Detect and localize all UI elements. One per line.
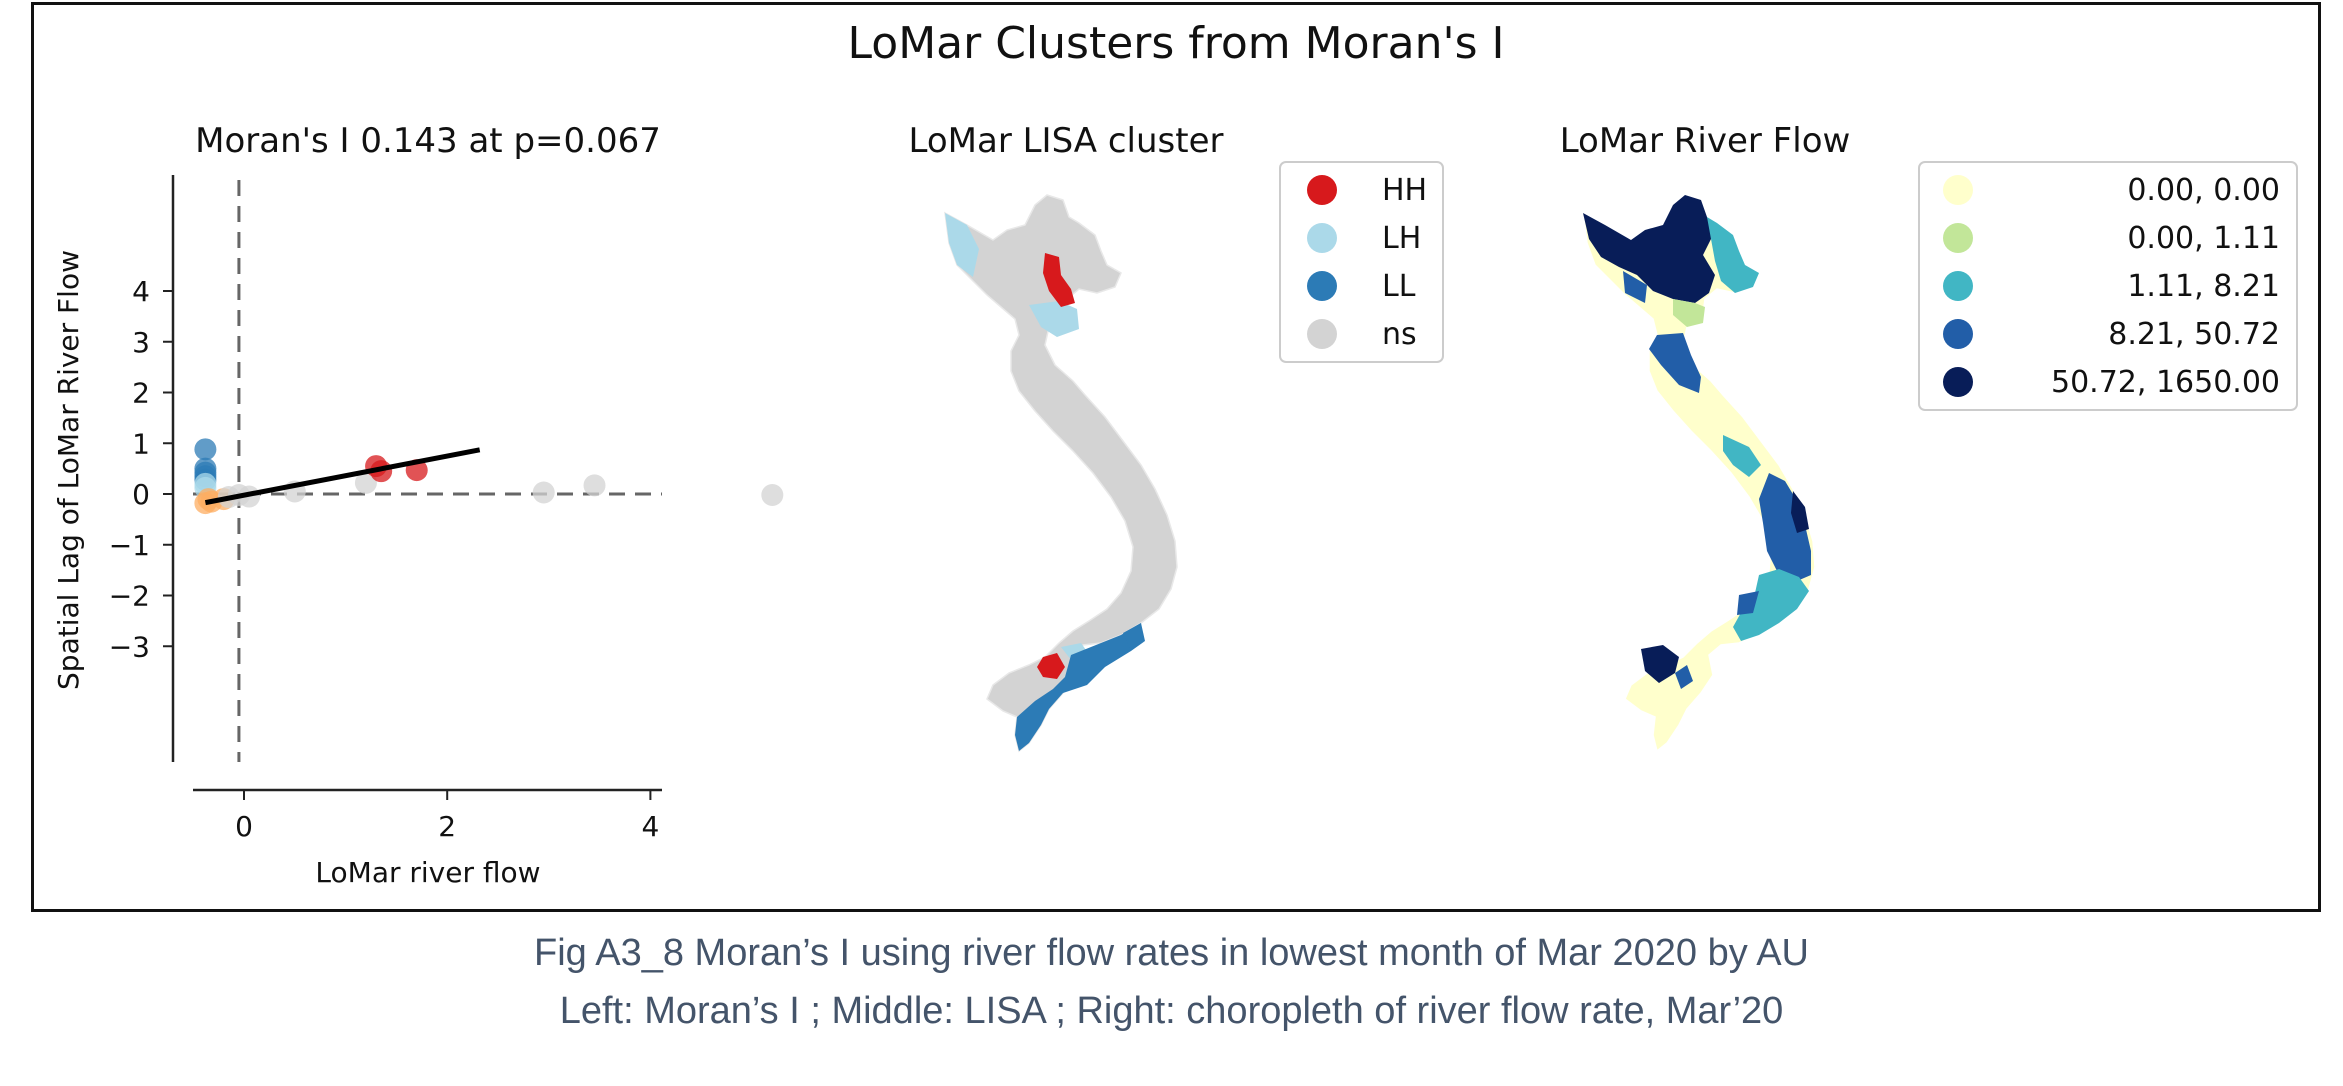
lisa-region-lh-north-west [945, 213, 979, 277]
flow-region-north-cyan [1707, 217, 1759, 293]
figure-frame [31, 2, 2321, 912]
flow-region-north-central [1649, 333, 1701, 393]
flow-region-south-dark [1641, 645, 1679, 683]
lisa-legend-items-label-3: ns [1382, 317, 1417, 352]
y-tick-label-4: 0 [132, 478, 150, 511]
river-flow-map-panel: LoMar River Flow 0.00, 0.00 0.00, 1.11 1.1… [1560, 121, 2298, 752]
y-tick-label-0: 4 [132, 275, 150, 308]
regression-line [204, 447, 481, 506]
lisa-legend-items-swatch-0 [1307, 175, 1337, 205]
lisa-legend-items-swatch-3 [1307, 319, 1337, 349]
y-tick-label-5: −1 [109, 529, 150, 562]
caption-line-2: Left: Moran’s I ; Middle: LISA ; Right: … [559, 990, 1784, 1032]
flow-legend-items-swatch-0 [1943, 175, 1973, 205]
flow-legend-items-label-4: 50.72, 1650.00 [2051, 365, 2280, 400]
lisa-legend-box [1279, 161, 1444, 363]
flow-region-south-blue-mid [1737, 591, 1759, 615]
flow-legend-items-label-0: 0.00, 0.00 [2127, 173, 2280, 208]
flow-title: LoMar River Flow [1560, 121, 1851, 161]
flow-region-south-cyan [1733, 569, 1809, 641]
caption-line-1: Fig A3_8 Moran’s I using river flow rate… [533, 932, 1809, 974]
lisa-legend: HH LH LL ns [1279, 161, 1444, 363]
flow-region-north-mid [1623, 271, 1647, 303]
x-tick-label-1: 2 [438, 810, 456, 843]
y-tick-label-3: 1 [132, 427, 150, 460]
flow-region-north-dark [1583, 195, 1715, 303]
lisa-legend-items-swatch-2 [1307, 271, 1337, 301]
scatter-xlabel: LoMar river flow [315, 856, 540, 889]
lisa-region-ll-east [1123, 623, 1145, 651]
lisa-region-ll-south [1015, 623, 1141, 751]
lisa-legend-items-label-2: LL [1382, 269, 1416, 304]
lisa-title: LoMar LISA cluster [909, 121, 1224, 161]
scatter-title: Moran's I 0.143 at p=0.067 [195, 121, 661, 161]
lisa-region-lh-north-delta [1029, 301, 1079, 337]
flow-legend-items-swatch-2 [1943, 271, 1973, 301]
flow-legend-items-label-1: 0.00, 1.11 [2127, 221, 2280, 256]
y-tick-label-1: 3 [132, 326, 150, 359]
lisa-legend-items-swatch-1 [1307, 223, 1337, 253]
lisa-cluster-map-panel: LoMar LISA cluster HH LH LL ns [909, 121, 1444, 752]
flow-legend-items-swatch-4 [1943, 367, 1973, 397]
flow-region-central-blue [1759, 473, 1811, 581]
x-tick-label-2: 4 [641, 810, 659, 843]
flow-region-central-dark [1791, 491, 1809, 533]
flow-legend-items-label-2: 1.11, 8.21 [2127, 269, 2280, 304]
lisa-map [944, 194, 1178, 752]
x-tick-label-0: 0 [235, 810, 253, 843]
lisa-legend-items-label-0: HH [1382, 173, 1427, 208]
y-tick-label-7: −3 [109, 630, 150, 663]
flow-legend-items-label-3: 8.21, 50.72 [2108, 317, 2280, 352]
moran-scatter-plot: Moran's I 0.143 at p=0.067 Spatial Lag o… [52, 121, 784, 889]
scatter-ylabel: Spatial Lag of LoMar River Flow [52, 250, 85, 690]
scatter-point-ns-19 [532, 481, 555, 504]
scatter-point-ns-21 [761, 484, 784, 507]
scatter-point-HL-9 [194, 492, 217, 515]
flow-region-south-blue [1675, 665, 1693, 689]
flow-legend-items-swatch-3 [1943, 319, 1973, 349]
flow-legend: 0.00, 0.00 0.00, 1.11 1.11, 8.21 8.21, 50.7… [1918, 161, 2298, 411]
figure-title: LoMar Clusters from Moran's I [848, 18, 1505, 69]
y-tick-label-2: 2 [132, 377, 150, 410]
lisa-region-hh-north [1043, 253, 1075, 307]
flow-legend-box [1918, 161, 2298, 411]
lisa-region-hh-south [1037, 653, 1065, 679]
scatter-point-ns-15 [354, 471, 377, 494]
flow-region-central-cyan [1723, 435, 1761, 477]
scatter-point-LL-0 [194, 438, 217, 461]
flow-legend-items-swatch-1 [1943, 223, 1973, 253]
lisa-legend-items-label-1: LH [1382, 221, 1421, 256]
y-tick-label-6: −2 [109, 580, 150, 613]
flow-region-north-green [1673, 299, 1705, 327]
scatter-point-ns-20 [583, 474, 606, 497]
flow-map [1582, 194, 1816, 752]
